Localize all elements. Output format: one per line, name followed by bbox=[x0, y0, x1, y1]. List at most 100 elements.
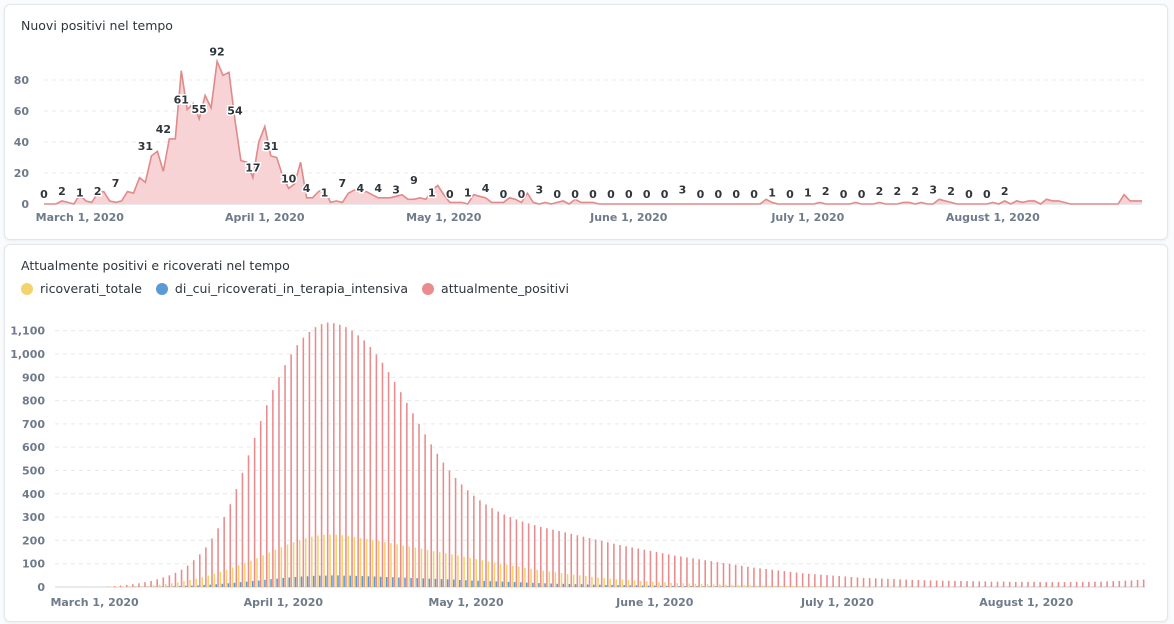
data-label: 0 bbox=[750, 188, 758, 201]
bar-di-cui-ricoverati-in-terapia-intensiva bbox=[404, 577, 406, 587]
y-tick-label: 80 bbox=[14, 74, 30, 87]
bar-ricoverati-totale bbox=[384, 542, 386, 587]
bar-di-cui-ricoverati-in-terapia-intensiva bbox=[258, 580, 260, 587]
legend-item-ricoverati-totale[interactable]: ricoverati_totale bbox=[21, 281, 142, 296]
bar-ricoverati-totale bbox=[725, 584, 727, 587]
data-label: 1 bbox=[428, 186, 436, 199]
bar-ricoverati-totale bbox=[146, 585, 149, 587]
bar-attualmente-positivi bbox=[844, 576, 847, 587]
bar-ricoverati-totale bbox=[256, 558, 258, 587]
attualmente-positivi-card: Attualmente positivi e ricoverati nel te… bbox=[4, 244, 1168, 622]
bar-ricoverati-totale bbox=[280, 547, 283, 587]
attualmente-positivi-chart: 0 100 200 300 400 500 600 700 800 900 1,000 1,100 Ma… bbox=[10, 322, 1145, 609]
bar-ricoverati-totale bbox=[846, 586, 849, 587]
bar-ricoverati-totale bbox=[244, 563, 246, 587]
data-label: 61 bbox=[174, 93, 189, 106]
x-tick-label: August 1, 2020 bbox=[979, 596, 1073, 609]
bar-attualmente-positivi bbox=[941, 580, 944, 587]
bar-ricoverati-totale bbox=[304, 538, 307, 587]
bar-attualmente-positivi bbox=[156, 579, 158, 587]
bar-attualmente-positivi bbox=[278, 377, 280, 587]
bar-attualmente-positivi bbox=[996, 581, 999, 587]
bar-ricoverati-totale bbox=[792, 585, 794, 587]
bar-ricoverati-totale bbox=[645, 581, 648, 587]
bar-ricoverati-totale bbox=[134, 586, 137, 587]
bar-attualmente-positivi bbox=[132, 584, 134, 587]
y-tick-label: 1,000 bbox=[10, 348, 45, 361]
data-label-halo: 0 bbox=[858, 188, 866, 201]
bar-attualmente-positivi bbox=[454, 477, 457, 587]
legend-label: ricoverati_totale bbox=[40, 281, 142, 296]
bar-attualmente-positivi bbox=[753, 567, 755, 587]
area-fill bbox=[44, 61, 1142, 205]
bar-di-cui-ricoverati-in-terapia-intensiva bbox=[227, 583, 230, 587]
bar-ricoverati-totale bbox=[694, 583, 697, 587]
bar-ricoverati-totale bbox=[341, 535, 344, 587]
bar-ricoverati-totale bbox=[219, 571, 222, 587]
bar-attualmente-positivi bbox=[990, 581, 993, 587]
bar-di-cui-ricoverati-in-terapia-intensiva bbox=[343, 575, 345, 587]
bar-attualmente-positivi bbox=[588, 538, 591, 587]
data-label-halo: 0 bbox=[983, 188, 991, 201]
data-label: 2 bbox=[947, 185, 955, 198]
data-label-halo: 1 bbox=[321, 186, 329, 199]
bar-attualmente-positivi bbox=[1136, 580, 1139, 587]
bar-di-cui-ricoverati-in-terapia-intensiva bbox=[526, 582, 528, 587]
y-tick-label: 200 bbox=[22, 534, 45, 547]
bar-ricoverati-totale bbox=[128, 586, 130, 587]
bar-di-cui-ricoverati-in-terapia-intensiva bbox=[446, 579, 449, 587]
bar-di-cui-ricoverati-in-terapia-intensiva bbox=[519, 582, 522, 587]
legend-item-terapia-intensiva[interactable]: di_cui_ricoverati_in_terapia_intensiva bbox=[155, 281, 409, 296]
bar-attualmente-positivi bbox=[527, 523, 530, 587]
data-label-halo: 3 bbox=[929, 183, 937, 196]
y-tick-label: 60 bbox=[14, 105, 30, 118]
bar-ricoverati-totale bbox=[652, 581, 654, 587]
bar-ricoverati-totale bbox=[511, 565, 514, 587]
bar-di-cui-ricoverati-in-terapia-intensiva bbox=[276, 578, 278, 587]
bar-ricoverati-totale bbox=[621, 579, 624, 587]
bar-attualmente-positivi bbox=[180, 569, 183, 587]
bar-di-cui-ricoverati-in-terapia-intensiva bbox=[312, 575, 315, 587]
bar-di-cui-ricoverati-in-terapia-intensiva bbox=[696, 586, 699, 587]
bar-attualmente-positivi bbox=[1069, 582, 1072, 587]
bar-ricoverati-totale bbox=[639, 580, 642, 587]
bar-ricoverati-totale bbox=[779, 585, 782, 587]
bar-attualmente-positivi bbox=[308, 331, 311, 587]
data-label: 0 bbox=[643, 188, 651, 201]
bar-attualmente-positivi bbox=[868, 578, 871, 587]
data-label: 0 bbox=[446, 188, 454, 201]
bar-attualmente-positivi bbox=[174, 572, 177, 587]
bar-attualmente-positivi bbox=[369, 346, 372, 587]
bar-ricoverati-totale bbox=[700, 583, 703, 587]
chart-legend: ricoverati_totale di_cui_ricoverati_in_t… bbox=[21, 281, 569, 296]
data-label-halo: 1 bbox=[76, 186, 84, 199]
data-label-halo: 0 bbox=[40, 188, 48, 201]
bar-attualmente-positivi bbox=[807, 573, 810, 587]
bar-di-cui-ricoverati-in-terapia-intensiva bbox=[562, 583, 565, 587]
bar-di-cui-ricoverati-in-terapia-intensiva bbox=[172, 586, 175, 587]
bar-ricoverati-totale bbox=[475, 559, 478, 587]
bar-ricoverati-totale bbox=[396, 544, 398, 587]
bar-attualmente-positivi bbox=[765, 569, 767, 587]
legend-item-attualmente-positivi[interactable]: attualmente_positivi bbox=[422, 281, 569, 296]
bar-attualmente-positivi bbox=[296, 345, 299, 587]
data-label-halo: 9 bbox=[410, 174, 418, 187]
bar-ricoverati-totale bbox=[828, 586, 831, 587]
bar-ricoverati-totale bbox=[402, 545, 404, 587]
data-label-halo: 55 bbox=[191, 103, 206, 116]
data-label-halo: 2 bbox=[911, 185, 919, 198]
bar-attualmente-positivi bbox=[972, 581, 974, 587]
legend-label: di_cui_ricoverati_in_terapia_intensiva bbox=[174, 281, 409, 296]
bar-attualmente-positivi bbox=[874, 578, 877, 587]
bar-di-cui-ricoverati-in-terapia-intensiva bbox=[635, 585, 638, 587]
bar-attualmente-positivi bbox=[1051, 582, 1054, 587]
bar-attualmente-positivi bbox=[363, 340, 366, 587]
bar-attualmente-positivi bbox=[838, 576, 840, 587]
bar-ricoverati-totale bbox=[712, 584, 715, 587]
bar-ricoverati-totale bbox=[670, 582, 672, 587]
bar-ricoverati-totale bbox=[524, 567, 526, 587]
bar-di-cui-ricoverati-in-terapia-intensiva bbox=[471, 580, 473, 587]
x-tick-label: May 1, 2020 bbox=[406, 211, 482, 224]
y-tick-label: 0 bbox=[21, 198, 29, 211]
bar-attualmente-positivi bbox=[1100, 581, 1102, 587]
